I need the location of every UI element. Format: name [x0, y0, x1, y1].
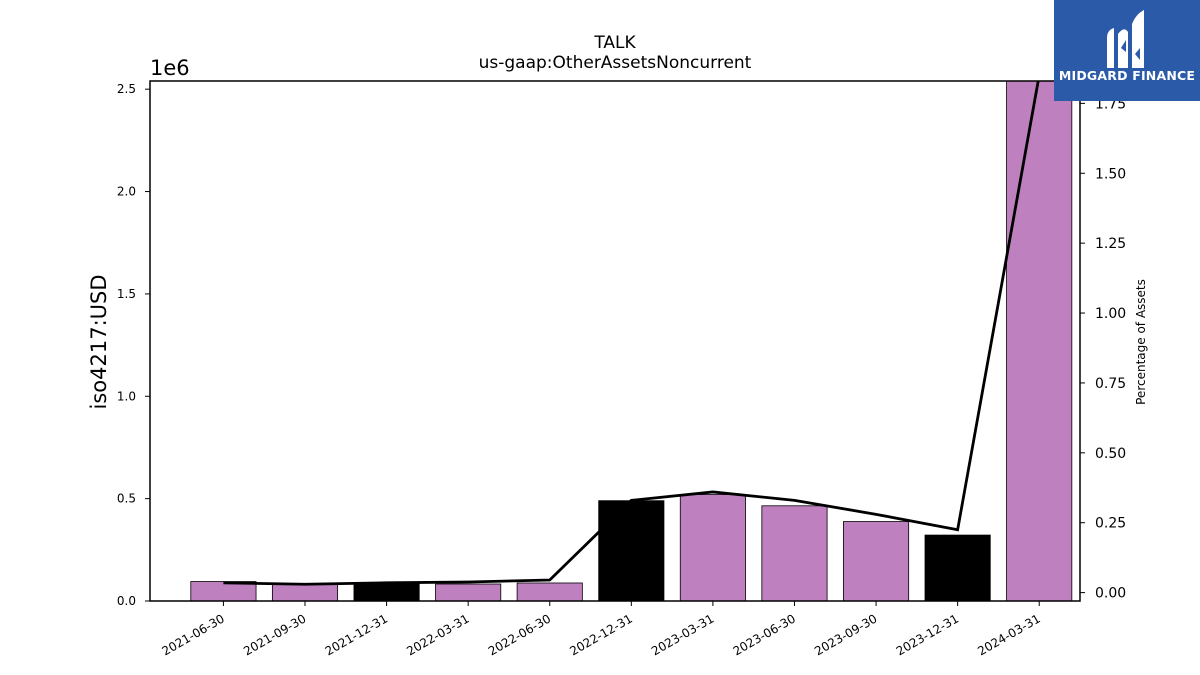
bar-2023-12-31: [924, 534, 991, 602]
y2-tick-label: 1.50: [1095, 166, 1126, 182]
y2-tick-label: 0.25: [1095, 516, 1126, 532]
y2-tick-label: 0.75: [1095, 376, 1126, 392]
y2-tick-label: 0.00: [1095, 586, 1126, 602]
chart-title: TALK: [593, 33, 636, 53]
percentage-of-assets-line: [223, 81, 1040, 586]
midgard-logo-icon: [1107, 10, 1144, 68]
y-tick-label: 2.5: [117, 82, 136, 96]
midgard-finance-logo: MIDGARD FINANCE: [1054, 0, 1200, 101]
bar-2021-09-30: [271, 583, 339, 602]
bar-2023-06-30: [761, 505, 828, 602]
y-tick-label: 0.0: [117, 594, 136, 608]
y-tick-label: 1.5: [117, 287, 136, 301]
x-tick-label: 2023-03-31: [649, 611, 716, 658]
plot-frame: [149, 80, 1081, 602]
bar-2021-12-31: [353, 583, 420, 602]
y-axis-label: iso4217:USD: [87, 274, 111, 409]
chart-subtitle: us-gaap:OtherAssetsNoncurrent: [479, 53, 752, 73]
bar-2022-03-31: [435, 583, 502, 602]
y2-tick-label: 1.25: [1095, 236, 1126, 252]
x-tick-label: 2022-03-31: [404, 611, 471, 658]
percentage-line-group: [223, 81, 1040, 586]
x-tick-label: 2024-03-31: [975, 611, 1042, 658]
y-offset-label: 1e6: [150, 56, 190, 80]
x-tick-label: 2023-06-30: [731, 611, 798, 658]
x-tick-label: 2021-09-30: [241, 611, 308, 658]
bar-2023-09-30: [843, 521, 910, 602]
y2-tick-label: 0.50: [1095, 446, 1126, 462]
bar-2023-03-31: [679, 494, 746, 602]
x-tick-label: 2021-12-31: [323, 611, 390, 658]
x-tick-label: 2022-06-30: [486, 611, 553, 658]
x-tick-label: 2023-12-31: [894, 611, 961, 658]
y2-tick-label: 1.00: [1095, 306, 1126, 322]
x-tick-label: 2022-12-31: [567, 611, 634, 658]
y-tick-label: 2.0: [117, 185, 136, 199]
y-tick-label: 1.0: [117, 389, 136, 403]
y2-axis-label: Percentage of Assets: [1134, 279, 1148, 405]
y-tick-label: 0.5: [117, 492, 136, 506]
logo-text: MIDGARD FINANCE: [1058, 68, 1196, 83]
x-tick-label: 2021-06-30: [160, 611, 227, 658]
bar-2022-12-31: [598, 500, 665, 602]
bar-2024-03-31: [1006, 80, 1073, 602]
bars-group: [190, 80, 1073, 602]
bar-2022-06-30: [516, 582, 583, 602]
x-tick-label: 2023-09-30: [812, 611, 879, 658]
